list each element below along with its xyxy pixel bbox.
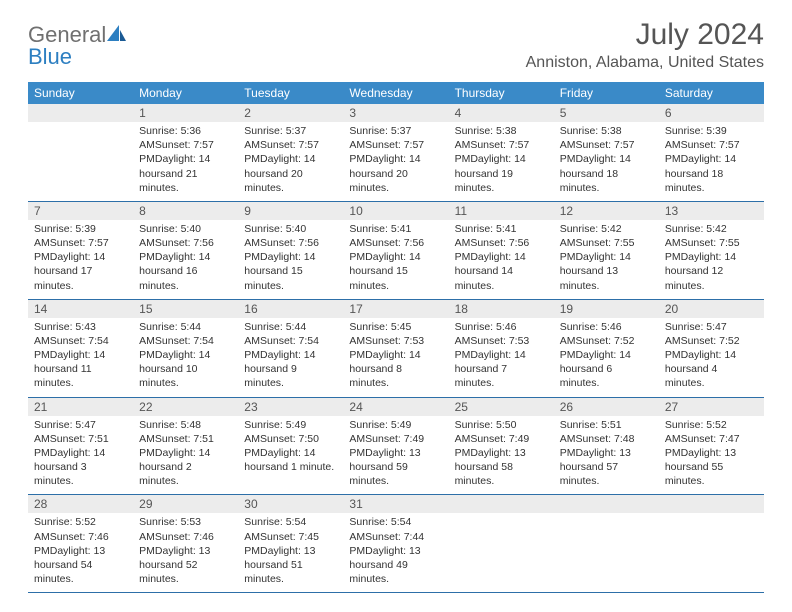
day-detail-26: Sunrise: 5:51 AMSunset: 7:48 PMDaylight:… [554,416,659,495]
week-3: 21222324252627 Sunrise: 5:47 AMSunset: 7:… [28,398,764,496]
day-number-27: 27 [659,398,764,416]
week-2: 14151617181920 Sunrise: 5:43 AMSunset: 7:… [28,300,764,398]
header: General Blue July 2024 Anniston, Alabama… [28,18,764,72]
day-number-6: 6 [659,104,764,122]
daylight-text-2: and 1 minute. [271,461,335,473]
day-detail-24: Sunrise: 5:49 AMSunset: 7:49 PMDaylight:… [343,416,448,495]
day-detail-29: Sunrise: 5:53 AMSunset: 7:46 PMDaylight:… [133,513,238,592]
day-of-week-row: SundayMondayTuesdayWednesdayThursdayFrid… [28,82,764,104]
day-detail-17: Sunrise: 5:45 AMSunset: 7:53 PMDaylight:… [343,318,448,397]
day-detail-empty [554,513,659,592]
logo-text: General Blue [28,24,128,68]
day-detail-14: Sunrise: 5:43 AMSunset: 7:54 PMDaylight:… [28,318,133,397]
day-number-14: 14 [28,300,133,318]
day-detail-9: Sunrise: 5:40 AMSunset: 7:56 PMDaylight:… [238,220,343,299]
day-detail-11: Sunrise: 5:41 AMSunset: 7:56 PMDaylight:… [449,220,554,299]
logo: General Blue [28,18,128,68]
day-number-3: 3 [343,104,448,122]
day-number-8: 8 [133,202,238,220]
dow-friday: Friday [554,82,659,104]
day-number-2: 2 [238,104,343,122]
day-number-25: 25 [449,398,554,416]
day-detail-1: Sunrise: 5:36 AMSunset: 7:57 PMDaylight:… [133,122,238,201]
day-detail-27: Sunrise: 5:52 AMSunset: 7:47 PMDaylight:… [659,416,764,495]
day-detail-6: Sunrise: 5:39 AMSunset: 7:57 PMDaylight:… [659,122,764,201]
day-number-11: 11 [449,202,554,220]
day-number-29: 29 [133,495,238,513]
day-number-28: 28 [28,495,133,513]
day-number-19: 19 [554,300,659,318]
day-detail-22: Sunrise: 5:48 AMSunset: 7:51 PMDaylight:… [133,416,238,495]
day-detail-28: Sunrise: 5:52 AMSunset: 7:46 PMDaylight:… [28,513,133,592]
day-detail-15: Sunrise: 5:44 AMSunset: 7:54 PMDaylight:… [133,318,238,397]
day-number-16: 16 [238,300,343,318]
day-number-15: 15 [133,300,238,318]
day-number-10: 10 [343,202,448,220]
day-number-20: 20 [659,300,764,318]
day-detail-20: Sunrise: 5:47 AMSunset: 7:52 PMDaylight:… [659,318,764,397]
day-detail-8: Sunrise: 5:40 AMSunset: 7:56 PMDaylight:… [133,220,238,299]
day-detail-21: Sunrise: 5:47 AMSunset: 7:51 PMDaylight:… [28,416,133,495]
day-number-26: 26 [554,398,659,416]
dow-monday: Monday [133,82,238,104]
day-detail-5: Sunrise: 5:38 AMSunset: 7:57 PMDaylight:… [554,122,659,201]
day-detail-16: Sunrise: 5:44 AMSunset: 7:54 PMDaylight:… [238,318,343,397]
day-number-4: 4 [449,104,554,122]
day-detail-31: Sunrise: 5:54 AMSunset: 7:44 PMDaylight:… [343,513,448,592]
day-number-empty [449,495,554,513]
day-detail-30: Sunrise: 5:54 AMSunset: 7:45 PMDaylight:… [238,513,343,592]
day-number-7: 7 [28,202,133,220]
day-number-empty [659,495,764,513]
day-number-18: 18 [449,300,554,318]
day-number-empty [554,495,659,513]
logo-part2: Blue [28,44,72,69]
day-number-31: 31 [343,495,448,513]
day-detail-13: Sunrise: 5:42 AMSunset: 7:55 PMDaylight:… [659,220,764,299]
week-1: 78910111213 Sunrise: 5:39 AMSunset: 7:57 … [28,202,764,300]
day-detail-empty [28,122,133,201]
day-detail-2: Sunrise: 5:37 AMSunset: 7:57 PMDaylight:… [238,122,343,201]
day-detail-7: Sunrise: 5:39 AMSunset: 7:57 PMDaylight:… [28,220,133,299]
dow-wednesday: Wednesday [343,82,448,104]
day-detail-4: Sunrise: 5:38 AMSunset: 7:57 PMDaylight:… [449,122,554,201]
logo-sail-icon [106,24,128,46]
day-number-1: 1 [133,104,238,122]
day-number-12: 12 [554,202,659,220]
day-number-17: 17 [343,300,448,318]
day-number-24: 24 [343,398,448,416]
day-detail-12: Sunrise: 5:42 AMSunset: 7:55 PMDaylight:… [554,220,659,299]
day-number-13: 13 [659,202,764,220]
day-number-empty [28,104,133,122]
day-detail-25: Sunrise: 5:50 AMSunset: 7:49 PMDaylight:… [449,416,554,495]
day-detail-10: Sunrise: 5:41 AMSunset: 7:56 PMDaylight:… [343,220,448,299]
dow-thursday: Thursday [449,82,554,104]
day-number-22: 22 [133,398,238,416]
day-number-23: 23 [238,398,343,416]
day-detail-19: Sunrise: 5:46 AMSunset: 7:52 PMDaylight:… [554,318,659,397]
week-4: 28293031 Sunrise: 5:52 AMSunset: 7:46 PMD… [28,495,764,593]
calendar: SundayMondayTuesdayWednesdayThursdayFrid… [28,82,764,593]
dow-saturday: Saturday [659,82,764,104]
day-number-30: 30 [238,495,343,513]
day-detail-3: Sunrise: 5:37 AMSunset: 7:57 PMDaylight:… [343,122,448,201]
location: Anniston, Alabama, United States [526,54,764,72]
day-detail-empty [659,513,764,592]
day-number-21: 21 [28,398,133,416]
title-block: July 2024 Anniston, Alabama, United Stat… [526,18,764,72]
day-detail-empty [449,513,554,592]
day-number-5: 5 [554,104,659,122]
day-detail-18: Sunrise: 5:46 AMSunset: 7:53 PMDaylight:… [449,318,554,397]
week-0: 123456 Sunrise: 5:36 AMSunset: 7:57 PMDay… [28,104,764,202]
dow-tuesday: Tuesday [238,82,343,104]
day-detail-23: Sunrise: 5:49 AMSunset: 7:50 PMDaylight:… [238,416,343,495]
dow-sunday: Sunday [28,82,133,104]
month-title: July 2024 [526,18,764,52]
day-number-9: 9 [238,202,343,220]
